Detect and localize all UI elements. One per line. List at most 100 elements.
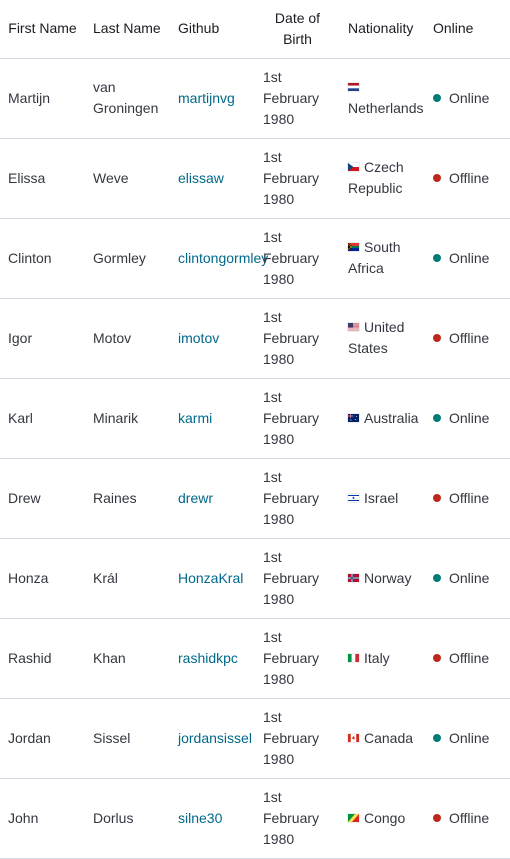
- cell-last-name: Král: [85, 538, 170, 619]
- nationality-label: Canada: [364, 729, 414, 746]
- status-dot-icon: [433, 813, 441, 822]
- status-dot-icon: [433, 93, 441, 102]
- status-dot-icon: [433, 493, 441, 502]
- github-link[interactable]: drewr: [178, 489, 214, 506]
- table-header: First Name Last Name Github Date of Birt…: [0, 0, 510, 59]
- status-dot-icon: [433, 173, 441, 182]
- cell-online: Online: [425, 538, 510, 619]
- header-github[interactable]: Github: [170, 0, 255, 59]
- status-dot-icon: [433, 253, 441, 262]
- cell-online: Online: [425, 58, 510, 139]
- header-online[interactable]: Online: [425, 0, 510, 59]
- cell-github: imotov: [170, 298, 255, 379]
- norway-flag-icon: [348, 573, 359, 582]
- table-row: Martijn van Groningen martijnvg 1st Februar…: [0, 58, 510, 139]
- cell-github: drewr: [170, 458, 255, 539]
- cell-nationality: Norway: [340, 538, 425, 619]
- netherlands-flag-icon: [348, 83, 359, 91]
- github-link[interactable]: karmi: [178, 409, 213, 426]
- cell-first-name: Clinton: [0, 218, 85, 299]
- cell-online: Offline: [425, 618, 510, 699]
- table-row: Karl Minarik karmi 1st February 1980 Austral…: [0, 378, 510, 459]
- table-row: Rashid Khan rashidkpc 1st February 1980 Ital…: [0, 618, 510, 699]
- cell-online: Online: [425, 378, 510, 459]
- cell-online: Offline: [425, 778, 510, 859]
- cell-online: Online: [425, 218, 510, 299]
- canada-flag-icon: [348, 733, 359, 742]
- cell-date-of-birth: 1st February 1980: [255, 378, 340, 459]
- status-label: Online: [449, 729, 490, 746]
- header-row: First Name Last Name Github Date of Birt…: [0, 0, 510, 59]
- israel-flag-icon: [348, 493, 359, 502]
- cell-first-name: Igor: [0, 298, 85, 379]
- cell-last-name: Gormley: [85, 218, 170, 299]
- status-label: Offline: [449, 809, 490, 826]
- table-row: Drew Raines drewr 1st February 1980 Israel Of…: [0, 458, 510, 539]
- table-row: Clinton Gormley clintongormley 1st February…: [0, 218, 510, 299]
- cell-date-of-birth: 1st February 1980: [255, 538, 340, 619]
- nationality-label: Australia: [364, 409, 419, 426]
- status-dot-icon: [433, 653, 441, 662]
- usa-flag-icon: [348, 323, 359, 331]
- cell-github: silne30: [170, 778, 255, 859]
- github-link[interactable]: HonzaKral: [178, 569, 244, 586]
- cell-online: Offline: [425, 138, 510, 219]
- github-link[interactable]: elissaw: [178, 169, 224, 186]
- czech-flag-icon: [348, 163, 359, 171]
- nationality-label: Italy: [364, 649, 390, 666]
- status-label: Offline: [449, 649, 490, 666]
- cell-github: elissaw: [170, 138, 255, 219]
- table-row: Elissa Weve elissaw 1st February 1980 Czech …: [0, 138, 510, 219]
- cell-nationality: Italy: [340, 618, 425, 699]
- status-label: Offline: [449, 489, 490, 506]
- cell-date-of-birth: 1st February 1980: [255, 618, 340, 699]
- cell-last-name: Raines: [85, 458, 170, 539]
- italy-flag-icon: [348, 653, 359, 662]
- cell-first-name: Rashid: [0, 618, 85, 699]
- cell-date-of-birth: 1st February 1980: [255, 218, 340, 299]
- header-date-of-birth[interactable]: Date of Birth: [255, 0, 340, 59]
- cell-date-of-birth: 1st February 1980: [255, 778, 340, 859]
- australia-flag-icon: [348, 413, 359, 422]
- status-label: Online: [449, 249, 490, 266]
- cell-date-of-birth: 1st February 1980: [255, 298, 340, 379]
- status-label: Online: [449, 89, 490, 106]
- cell-date-of-birth: 1st February 1980: [255, 458, 340, 539]
- cell-nationality: Canada: [340, 698, 425, 779]
- header-nationality[interactable]: Nationality: [340, 0, 425, 59]
- github-link[interactable]: rashidkpc: [178, 649, 238, 666]
- congo-flag-icon: [348, 813, 359, 822]
- github-link[interactable]: clintongormley: [178, 249, 269, 266]
- table-row: Honza Král HonzaKral 1st February 1980 Norwa…: [0, 538, 510, 619]
- cell-first-name: Drew: [0, 458, 85, 539]
- nationality-label: Netherlands: [348, 100, 424, 116]
- github-link[interactable]: imotov: [178, 329, 220, 346]
- status-dot-icon: [433, 573, 441, 582]
- header-first-name[interactable]: First Name: [0, 0, 85, 59]
- status-dot-icon: [433, 333, 441, 342]
- cell-last-name: van Groningen: [85, 58, 170, 139]
- cell-date-of-birth: 1st February 1980: [255, 698, 340, 779]
- cell-online: Online: [425, 698, 510, 779]
- table-row: John Dorlus silne30 1st February 1980 Congo O…: [0, 778, 510, 859]
- cell-last-name: Khan: [85, 618, 170, 699]
- nationality-label: Norway: [364, 569, 412, 586]
- github-link[interactable]: martijnvg: [178, 89, 235, 106]
- status-label: Online: [449, 569, 490, 586]
- github-link[interactable]: silne30: [178, 809, 223, 826]
- status-dot-icon: [433, 733, 441, 742]
- cell-nationality: South Africa: [340, 218, 425, 299]
- cell-last-name: Dorlus: [85, 778, 170, 859]
- header-last-name[interactable]: Last Name: [85, 0, 170, 59]
- cell-nationality: United States: [340, 298, 425, 379]
- cell-last-name: Sissel: [85, 698, 170, 779]
- status-label: Offline: [449, 169, 490, 186]
- cell-first-name: John: [0, 778, 85, 859]
- cell-github: martijnvg: [170, 58, 255, 139]
- nationality-label: Israel: [364, 489, 399, 506]
- cell-last-name: Minarik: [85, 378, 170, 459]
- github-link[interactable]: jordansissel: [178, 729, 252, 746]
- cell-nationality: Israel: [340, 458, 425, 539]
- cell-nationality: Australia: [340, 378, 425, 459]
